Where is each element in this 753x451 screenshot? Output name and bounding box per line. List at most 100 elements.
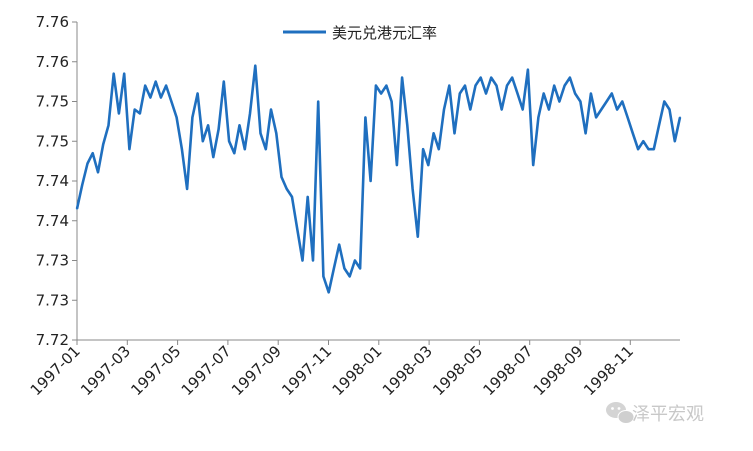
- data-point: [354, 259, 356, 262]
- data-point: [390, 100, 393, 103]
- data-point: [369, 180, 372, 182]
- data-point: [516, 92, 519, 95]
- data-point: [291, 196, 293, 198]
- data-point: [621, 100, 624, 103]
- data-point: [359, 267, 361, 270]
- data-point: [553, 84, 556, 87]
- data-point: [348, 275, 351, 278]
- x-tick-label: 1998-07: [479, 342, 536, 399]
- data-point: [306, 196, 309, 198]
- data-point: [432, 132, 435, 135]
- data-point: [479, 76, 482, 79]
- data-point: [201, 140, 204, 143]
- data-point: [411, 188, 414, 190]
- data-point: [259, 132, 262, 135]
- data-point: [343, 267, 346, 270]
- series-layer: [75, 64, 682, 294]
- x-tick-label: 1997-05: [127, 342, 184, 399]
- y-axis: 7.76 7.76 7.75 7.75 7.74 7.74 7.73 7.73 7.72: [36, 13, 78, 349]
- data-point: [563, 84, 566, 87]
- data-point: [427, 164, 430, 167]
- data-point: [521, 108, 524, 111]
- x-tick-label: 1998-03: [379, 342, 436, 399]
- data-point: [652, 148, 655, 151]
- data-point: [469, 108, 472, 111]
- data-point: [548, 108, 550, 111]
- wechat-icon: [606, 402, 635, 424]
- data-point: [186, 188, 189, 190]
- data-point: [212, 156, 215, 159]
- y-tick-label: 7.74: [36, 212, 69, 230]
- data-point: [81, 184, 84, 186]
- x-tick-label: 1998-01: [329, 342, 386, 399]
- data-point: [490, 76, 493, 79]
- data-point: [385, 84, 388, 87]
- data-point: [600, 108, 603, 111]
- data-point: [228, 140, 231, 143]
- x-tick-label: 1997-11: [278, 342, 335, 399]
- data-point: [647, 148, 650, 151]
- data-point: [663, 100, 666, 103]
- data-point: [574, 92, 576, 95]
- data-point: [679, 116, 681, 119]
- data-point: [375, 84, 377, 87]
- watermark: 泽平宏观: [606, 402, 704, 425]
- data-point: [181, 148, 183, 151]
- x-tick-label: 1997-09: [228, 342, 285, 399]
- data-point: [642, 140, 645, 143]
- x-tick-label: 1998-05: [429, 342, 486, 399]
- data-point: [401, 76, 403, 79]
- data-point: [500, 108, 503, 111]
- data-point: [207, 124, 210, 127]
- data-point: [474, 84, 477, 87]
- data-point: [191, 116, 194, 119]
- x-tick-label: 1998-11: [580, 342, 637, 399]
- data-point: [107, 124, 110, 127]
- data-point: [590, 92, 592, 95]
- data-point: [616, 108, 618, 111]
- data-point: [254, 64, 257, 67]
- data-point: [338, 243, 341, 246]
- x-axis: 1997-011997-031997-051997-071997-091997-…: [27, 339, 680, 399]
- data-point: [165, 84, 168, 87]
- data-point: [317, 100, 320, 103]
- data-point: [631, 132, 634, 135]
- x-tick-label: 1997-07: [178, 342, 235, 399]
- data-point: [296, 227, 299, 230]
- x-tick-label: 1997-03: [77, 342, 134, 399]
- series-line: [75, 64, 682, 294]
- data-point: [285, 188, 288, 190]
- data-point: [128, 148, 131, 151]
- data-point: [443, 108, 445, 111]
- data-point: [238, 124, 241, 127]
- data-point: [264, 148, 267, 151]
- data-point: [569, 76, 571, 79]
- data-point: [464, 84, 466, 87]
- data-point: [327, 291, 330, 294]
- data-point: [396, 164, 398, 167]
- data-point: [170, 100, 173, 103]
- data-point: [558, 100, 561, 103]
- data-point: [275, 132, 278, 135]
- data-point: [364, 116, 367, 119]
- data-point: [118, 112, 120, 115]
- data-point: [610, 92, 613, 95]
- legend: 美元兑港元汇率: [283, 24, 437, 42]
- data-point: [280, 176, 283, 178]
- data-point: [144, 84, 147, 87]
- data-point: [537, 116, 540, 119]
- data-point: [458, 92, 461, 95]
- data-point: [673, 140, 676, 143]
- data-point: [301, 259, 304, 262]
- data-point: [333, 267, 335, 270]
- data-point: [437, 148, 440, 151]
- data-point: [495, 84, 498, 87]
- data-point: [422, 148, 424, 151]
- data-point: [196, 92, 199, 95]
- data-point: [222, 80, 225, 83]
- data-point: [123, 72, 126, 75]
- data-point: [76, 207, 78, 210]
- data-point: [322, 275, 325, 278]
- data-point: [485, 92, 487, 95]
